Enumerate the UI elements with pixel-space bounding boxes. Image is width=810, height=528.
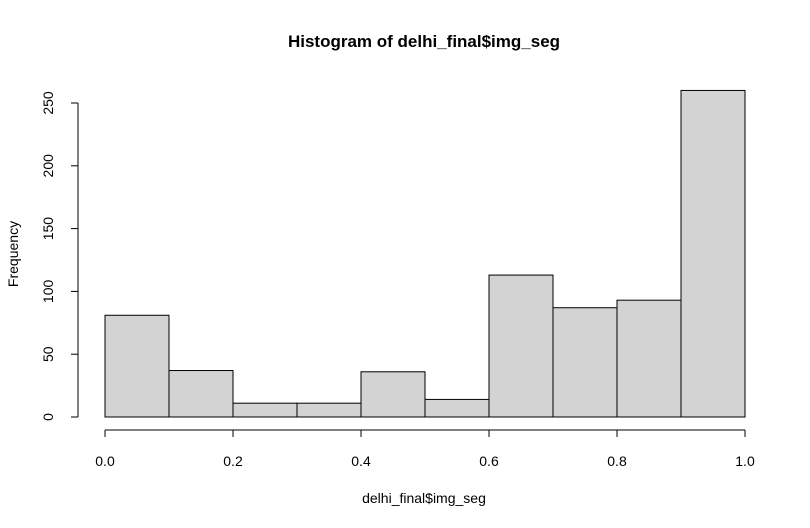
x-tick-label: 0.0 <box>95 453 115 469</box>
x-axis: 0.0 0.2 0.4 0.6 0.8 1.0 <box>95 429 755 469</box>
y-tick-label: 200 <box>40 154 56 178</box>
bars <box>104 89 746 418</box>
x-tick-label: 1.0 <box>735 453 755 469</box>
histogram-bar <box>488 274 554 418</box>
chart-title: Histogram of delhi_final$img_seg <box>288 32 560 51</box>
y-tick-label: 150 <box>40 217 56 241</box>
histogram-bar <box>232 402 298 418</box>
x-tick-label: 0.2 <box>223 453 243 469</box>
x-axis-label: delhi_final$img_seg <box>362 490 486 506</box>
histogram-bar <box>168 370 234 418</box>
x-tick-label: 0.8 <box>607 453 627 469</box>
x-tick-label: 0.4 <box>351 453 371 469</box>
histogram-bar <box>104 314 170 418</box>
histogram-bar <box>552 307 618 418</box>
histogram-bar <box>616 299 682 418</box>
y-axis-label: Frequency <box>5 221 21 287</box>
histogram-bar <box>296 402 362 418</box>
y-tick-label: 100 <box>40 280 56 304</box>
histogram-bar <box>424 398 490 418</box>
y-tick-label: 250 <box>40 91 56 115</box>
y-tick-label: 50 <box>40 346 56 362</box>
histogram-bar <box>360 371 426 418</box>
histogram-bar <box>680 89 746 418</box>
y-axis: 0 50 100 150 200 250 <box>40 91 79 421</box>
y-tick-label: 0 <box>40 413 56 421</box>
x-tick-label: 0.6 <box>479 453 499 469</box>
